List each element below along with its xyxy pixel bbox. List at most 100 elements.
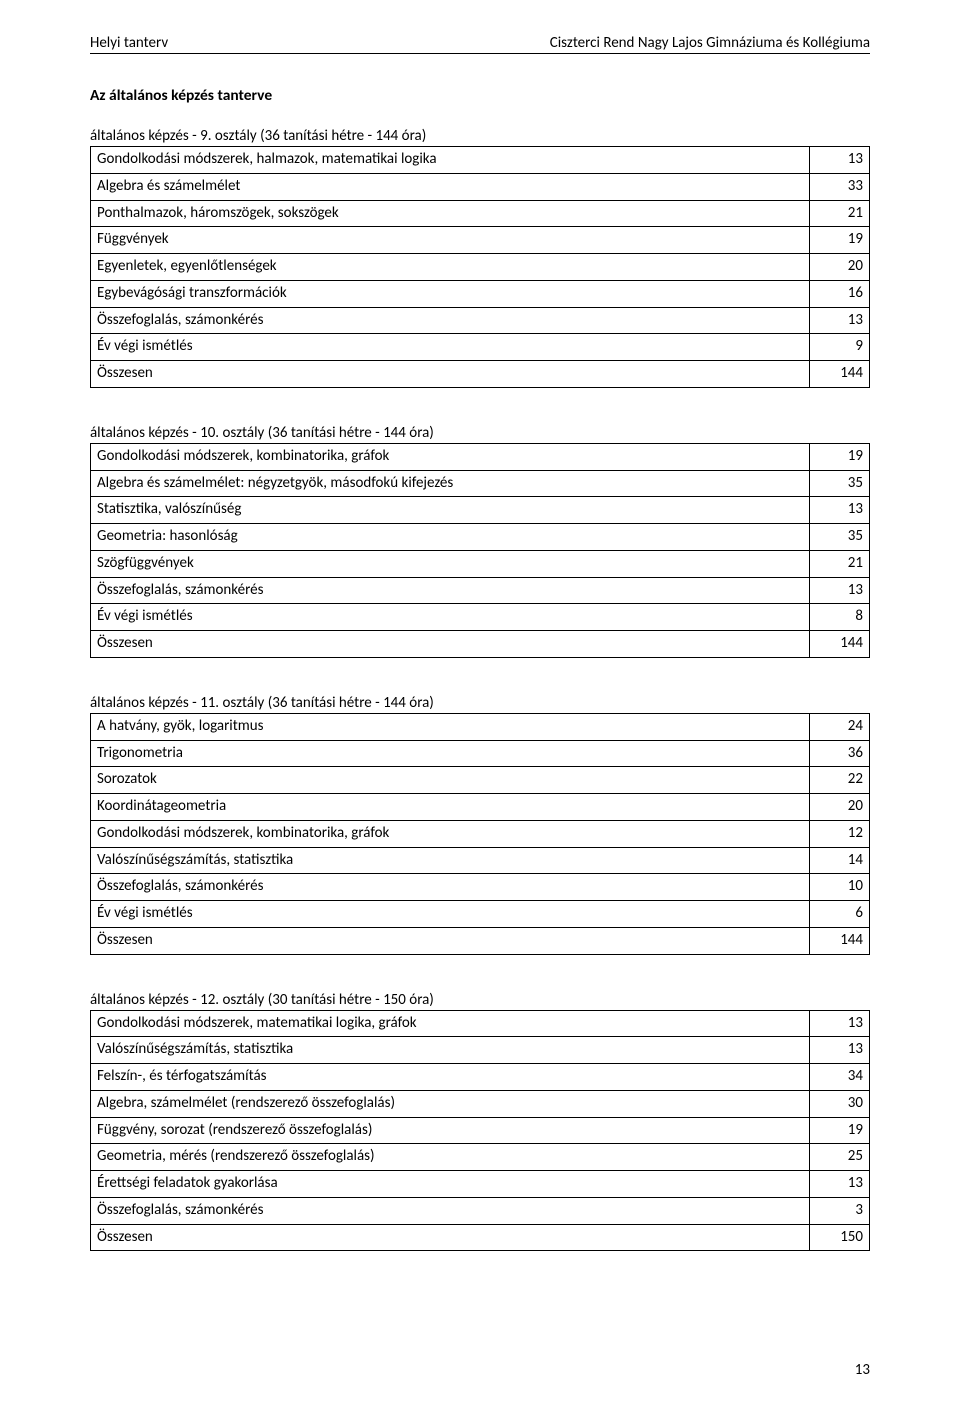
table-row: Gondolkodási módszerek, kombinatorika, g… [91,443,870,470]
row-label: Algebra és számelmélet: négyzetgyök, más… [91,470,810,497]
row-label: Ponthalmazok, háromszögek, sokszögek [91,200,810,227]
table-row: Koordinátageometria20 [91,794,870,821]
row-label: Egyenletek, egyenlőtlenségek [91,254,810,281]
row-value: 19 [810,227,870,254]
row-value: 21 [810,200,870,227]
row-label: Gondolkodási módszerek, kombinatorika, g… [91,820,810,847]
table-row: Év végi ismétlés9 [91,334,870,361]
row-label: Összefoglalás, számonkérés [91,874,810,901]
row-label: Geometria: hasonlóság [91,524,810,551]
page-number: 13 [855,1361,870,1379]
row-label: Összesen [91,361,810,388]
curriculum-table: A hatvány, gyök, logaritmus24Trigonometr… [90,713,870,955]
row-value: 35 [810,524,870,551]
row-label: Felszín-, és térfogatszámítás [91,1064,810,1091]
row-label: Év végi ismétlés [91,334,810,361]
row-value: 8 [810,604,870,631]
header-right: Ciszterci Rend Nagy Lajos Gimnáziuma és … [550,34,870,52]
table-row: Szögfüggvények21 [91,550,870,577]
row-label: Összefoglalás, számonkérés [91,577,810,604]
row-value: 13 [810,307,870,334]
row-value: 25 [810,1144,870,1171]
row-value: 22 [810,767,870,794]
row-label: Gondolkodási módszerek, kombinatorika, g… [91,443,810,470]
row-value: 30 [810,1090,870,1117]
page-header: Helyi tanterv Ciszterci Rend Nagy Lajos … [90,34,870,54]
row-value: 14 [810,847,870,874]
row-label: Algebra, számelmélet (rendszerező összef… [91,1090,810,1117]
table-block: általános képzés - 11. osztály (36 tanít… [90,694,870,955]
row-value: 13 [810,497,870,524]
row-value: 19 [810,443,870,470]
header-left: Helyi tanterv [90,34,168,52]
row-label: Gondolkodási módszerek, matematikai logi… [91,1010,810,1037]
row-value: 35 [810,470,870,497]
row-label: Függvények [91,227,810,254]
table-row: Geometria, mérés (rendszerező összefogla… [91,1144,870,1171]
row-label: Év végi ismétlés [91,604,810,631]
table-row: Év végi ismétlés8 [91,604,870,631]
table-row: Geometria: hasonlóság35 [91,524,870,551]
table-row: Felszín-, és térfogatszámítás34 [91,1064,870,1091]
curriculum-table: Gondolkodási módszerek, kombinatorika, g… [90,443,870,658]
row-label: Érettségi feladatok gyakorlása [91,1171,810,1198]
table-caption: általános képzés - 10. osztály (36 tanít… [90,424,870,442]
table-row: Algebra és számelmélet33 [91,173,870,200]
table-row: Ponthalmazok, háromszögek, sokszögek21 [91,200,870,227]
row-value: 13 [810,1037,870,1064]
table-caption: általános képzés - 12. osztály (30 tanít… [90,991,870,1009]
row-label: Trigonometria [91,740,810,767]
curriculum-table: Gondolkodási módszerek, matematikai logi… [90,1010,870,1252]
table-row: Összefoglalás, számonkérés13 [91,577,870,604]
table-row: Egybevágósági transzformációk16 [91,280,870,307]
row-value: 13 [810,147,870,174]
table-block: általános képzés - 10. osztály (36 tanít… [90,424,870,658]
row-value: 21 [810,550,870,577]
table-row: Év végi ismétlés6 [91,901,870,928]
table-row: Valószínűségszámítás, statisztika13 [91,1037,870,1064]
row-label: Szögfüggvények [91,550,810,577]
row-value: 6 [810,901,870,928]
row-value: 13 [810,577,870,604]
table-row: Valószínűségszámítás, statisztika14 [91,847,870,874]
curriculum-table: Gondolkodási módszerek, halmazok, matema… [90,146,870,388]
table-row: A hatvány, gyök, logaritmus24 [91,713,870,740]
row-value: 36 [810,740,870,767]
table-row: Gondolkodási módszerek, kombinatorika, g… [91,820,870,847]
row-value: 34 [810,1064,870,1091]
table-row: Összesen144 [91,927,870,954]
table-row: Algebra, számelmélet (rendszerező összef… [91,1090,870,1117]
row-value: 13 [810,1171,870,1198]
table-row: Függvények19 [91,227,870,254]
table-row: Összesen150 [91,1224,870,1251]
row-value: 10 [810,874,870,901]
row-label: Összefoglalás, számonkérés [91,307,810,334]
table-caption: általános képzés - 11. osztály (36 tanít… [90,694,870,712]
row-label: Gondolkodási módszerek, halmazok, matema… [91,147,810,174]
row-value: 3 [810,1197,870,1224]
table-row: Összefoglalás, számonkérés10 [91,874,870,901]
row-label: Algebra és számelmélet [91,173,810,200]
table-row: Gondolkodási módszerek, halmazok, matema… [91,147,870,174]
row-label: Összefoglalás, számonkérés [91,1197,810,1224]
row-label: Összesen [91,631,810,658]
row-value: 24 [810,713,870,740]
table-row: Összesen144 [91,631,870,658]
table-row: Statisztika, valószínűség13 [91,497,870,524]
table-block: általános képzés - 9. osztály (36 tanítá… [90,127,870,388]
row-label: Egybevágósági transzformációk [91,280,810,307]
row-label: Év végi ismétlés [91,901,810,928]
row-label: Összesen [91,927,810,954]
row-label: Statisztika, valószínűség [91,497,810,524]
table-row: Egyenletek, egyenlőtlenségek20 [91,254,870,281]
row-value: 20 [810,794,870,821]
row-label: Valószínűségszámítás, statisztika [91,1037,810,1064]
row-value: 16 [810,280,870,307]
row-value: 33 [810,173,870,200]
table-row: Összefoglalás, számonkérés13 [91,307,870,334]
row-value: 150 [810,1224,870,1251]
table-row: Gondolkodási módszerek, matematikai logi… [91,1010,870,1037]
row-value: 144 [810,631,870,658]
row-value: 144 [810,361,870,388]
row-value: 144 [810,927,870,954]
